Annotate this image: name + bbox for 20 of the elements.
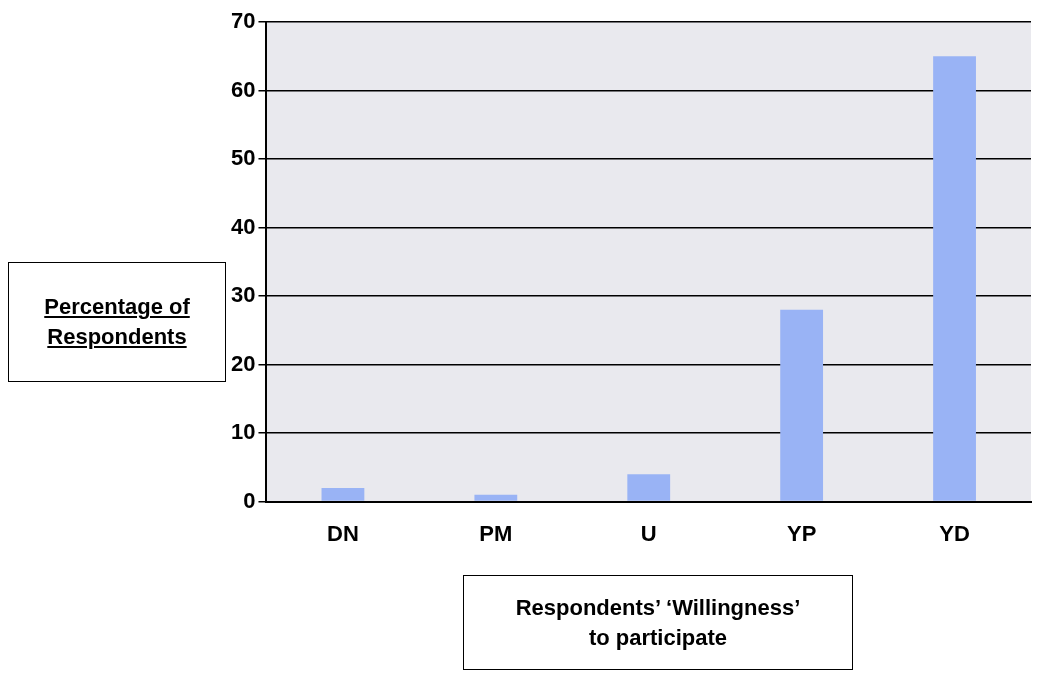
y-tick-label: 50 [230,145,256,171]
y-tick-label: 70 [230,8,256,34]
x-tick-label: YD [939,520,970,546]
x-tick-label: DN [327,520,359,546]
y-tick-label: 20 [230,350,256,376]
x-tick-label: U [640,520,657,546]
x-tick-label: PM [479,520,513,546]
y-tick-label: 30 [230,282,256,308]
y-tick-label: 10 [230,419,256,445]
y-tick-label: 60 [230,76,256,102]
bar [321,487,365,501]
x-axis-title: Respondents’ ‘Willingness’ to participate [463,575,853,670]
bar [627,474,671,501]
bar [933,56,976,501]
y-axis-title: Percentage of Respondents [8,262,226,382]
x-tick-label: YP [786,520,817,546]
y-tick-label: 40 [230,213,256,239]
y-tick-label: 0 [243,487,256,513]
bar [474,494,518,501]
bar [780,309,824,501]
